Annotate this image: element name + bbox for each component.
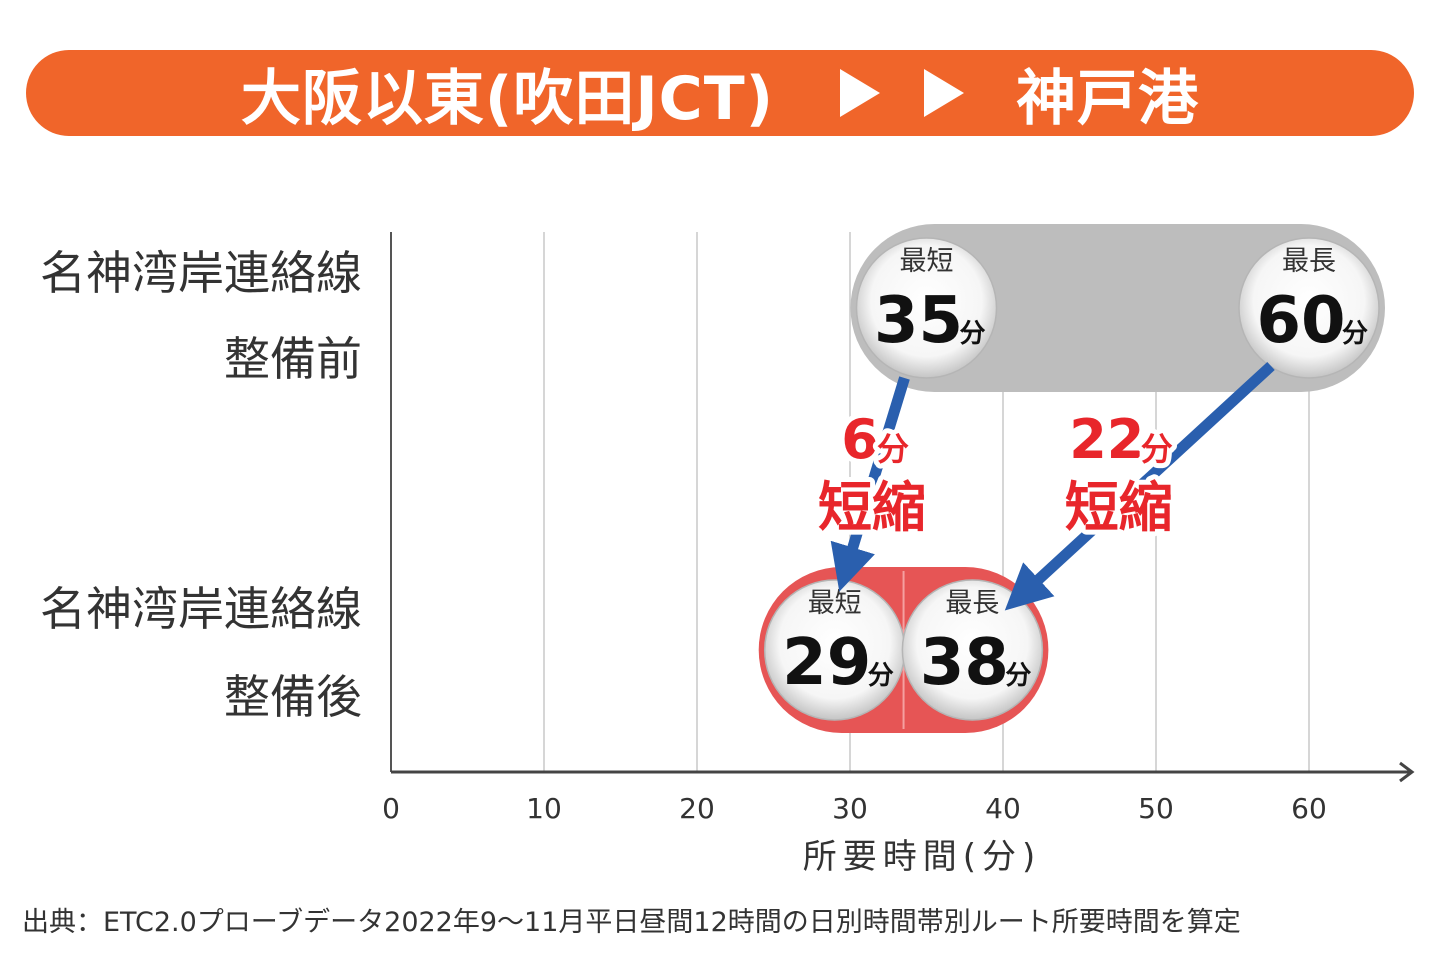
reduction-unit: 分 [877,430,909,468]
x-tick-label: 10 [526,792,562,825]
x-tick-label: 50 [1138,792,1174,825]
banner-origin: 大阪以東(吹田JCT) [240,63,775,134]
shortest-label: 最短 [900,246,954,277]
reduction-unit: 分 [1141,430,1173,468]
play-arrow-icon [840,69,881,117]
row-label-before-line2: 整備前 [224,332,362,386]
x-tick-label: 40 [985,792,1021,825]
reduction-arrow [830,376,910,592]
x-tick-label: 20 [679,792,715,825]
time-unit: 分 [1342,319,1368,349]
bubble-circle [855,237,998,379]
x-axis-label: 所要時間(分) [803,837,1042,877]
longest-label: 最長 [945,588,999,619]
x-tick-label: 30 [832,792,868,825]
x-tick-label: 0 [382,792,400,825]
value-bubble: 最短 29分 [763,579,906,721]
reduction-arrow [1004,361,1275,611]
route-banner: 大阪以東(吹田JCT) 神戸港 [26,50,1414,136]
time-unit: 分 [868,661,894,691]
row-label-before-line1: 名神湾岸連絡線 [40,246,362,300]
play-arrow-icon [924,69,965,117]
value-bubble: 最長 60分 [1238,237,1380,379]
value-bubble: 最長 38分 [901,579,1044,721]
value-bubble: 最短 35分 [855,237,998,379]
reduction-value: 22 [1069,408,1144,471]
reduction-text: 短縮 [818,476,926,539]
time-unit: 分 [959,319,985,349]
time-unit: 分 [1005,661,1031,691]
source-note: 出典：ETC2.0プローブデータ2022年9〜11月平日昼間12時間の日別時間帯… [22,907,1241,938]
time-value: 38 [920,626,1009,700]
time-value: 60 [1256,284,1345,358]
shortest-label: 最短 [808,588,862,619]
bubble-circle [1238,237,1380,379]
range-band [850,224,1385,392]
longest-label: 最長 [1282,246,1336,277]
row-label-after-line1: 名神湾岸連絡線 [40,582,362,636]
time-value: 29 [782,626,871,700]
row-label-after-line2: 整備後 [224,670,362,724]
bubble-circle [901,579,1044,721]
time-value: 35 [874,284,963,358]
x-tick-label: 60 [1291,792,1327,825]
reduction-value: 6 [841,408,879,471]
banner-destination: 神戸港 [1016,63,1200,134]
x-axis-arrow-icon [1399,761,1415,783]
reduction-text: 短縮 [1065,476,1173,539]
